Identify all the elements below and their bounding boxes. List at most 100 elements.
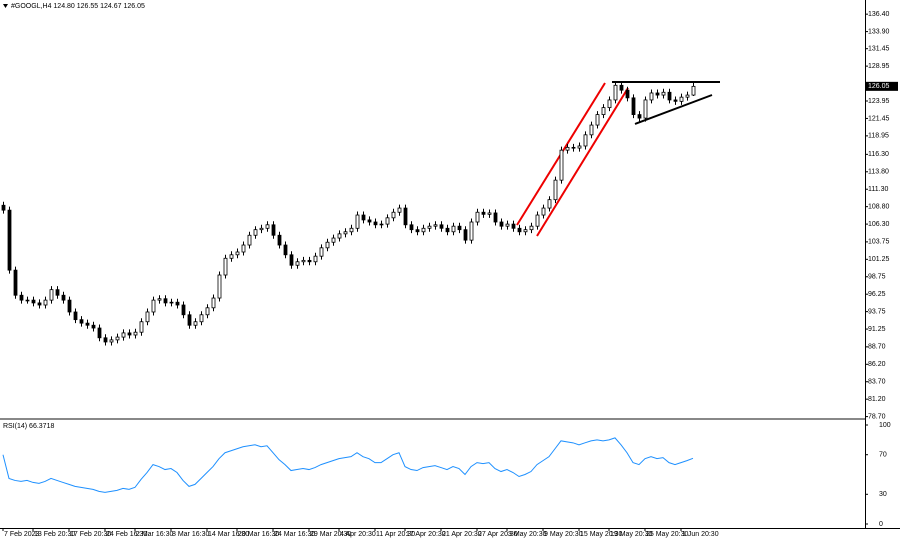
bull-candle [151, 299, 156, 313]
bull-candle [49, 289, 54, 301]
y-tick-label: 136.40 [868, 11, 890, 18]
bear-candle [655, 92, 660, 96]
x-tick-label: 29 Mar 20:30 [310, 531, 351, 538]
bull-candle [109, 339, 114, 343]
bull-candle [691, 85, 696, 96]
bull-candle [265, 224, 270, 229]
bull-candle [193, 321, 198, 326]
bear-candle [499, 221, 504, 227]
bull-candle [313, 255, 318, 263]
bull-candle [523, 229, 528, 233]
bull-candle [139, 321, 144, 333]
x-tick-label: 24 Feb 16:30 [106, 531, 147, 538]
bull-candle [397, 207, 402, 213]
bull-candle [349, 227, 354, 233]
y-tick-label: 88.70 [868, 344, 886, 351]
bear-candle [373, 221, 378, 226]
y-tick-label: 86.20 [868, 361, 886, 368]
y-tick-label: 81.20 [868, 396, 886, 403]
bull-candle [475, 211, 480, 223]
header-triangle [3, 4, 8, 8]
x-tick-label: 17 Apr 20:30 [406, 531, 446, 538]
bull-candle [355, 214, 360, 229]
bear-candle [85, 322, 90, 326]
bear-candle [631, 97, 636, 115]
channel-line [536, 87, 629, 237]
bull-candle [241, 244, 246, 253]
x-tick-label: 7 Feb 2023 [4, 531, 40, 538]
bear-candle [127, 332, 132, 336]
bear-candle [289, 254, 294, 266]
bull-candle [583, 134, 588, 147]
bull-candle [121, 332, 126, 338]
bear-candle [163, 298, 168, 304]
bull-candle [565, 146, 570, 151]
bull-candle [685, 94, 690, 98]
bear-candle [367, 219, 372, 223]
chart-header: #GOOGL,H4 124.80 126.55 124.67 126.05 [11, 3, 145, 10]
bear-candle [493, 212, 498, 223]
bear-candle [667, 91, 672, 101]
x-tick-label: 17 Feb 20:30 [70, 531, 111, 538]
bull-candle [229, 254, 234, 259]
bear-candle [283, 244, 288, 256]
bear-candle [73, 311, 78, 321]
bull-candle [223, 257, 228, 276]
bear-candle [13, 269, 18, 296]
bull-candle [295, 261, 300, 266]
bull-candle [427, 225, 432, 229]
bear-candle [457, 225, 462, 231]
bull-candle [613, 84, 618, 101]
x-tick-label: 14 Mar 16:30 [208, 531, 249, 538]
bear-candle [673, 99, 678, 102]
bull-candle [205, 307, 210, 316]
y-tick-label: 70 [879, 452, 887, 459]
y-tick-label: 96.25 [868, 291, 886, 298]
y-tick-label: 100 [879, 422, 891, 429]
bull-candle [559, 149, 564, 181]
rsi-line [2, 437, 694, 493]
x-tick-label: 2 Mar 16:30 [136, 531, 173, 538]
bull-candle [535, 214, 540, 227]
y-tick-label: 113.80 [868, 169, 889, 176]
bull-candle [661, 91, 666, 96]
bear-candle [463, 229, 468, 241]
y-tick-label: 133.90 [868, 28, 890, 35]
bull-candle [253, 229, 258, 236]
bear-candle [31, 299, 36, 304]
x-tick-label: 8 Mar 16:30 [172, 531, 209, 538]
bear-candle [481, 211, 486, 215]
bear-candle [97, 327, 102, 339]
y-tick-label: 101.25 [868, 256, 890, 263]
bear-candle [175, 301, 180, 306]
x-tick-label: 3 May 20:30 [508, 531, 547, 538]
bear-candle [19, 294, 24, 301]
bull-candle [589, 124, 594, 136]
x-tick-label: 25 May 20:30 [646, 531, 689, 538]
bear-candle [61, 294, 66, 301]
bear-candle [637, 114, 642, 119]
bull-candle [451, 225, 456, 233]
bull-candle [157, 298, 162, 301]
bear-candle [1, 204, 6, 211]
bull-candle [595, 114, 600, 126]
bear-candle [445, 227, 450, 233]
y-tick-label: 116.30 [868, 151, 889, 158]
bear-candle [55, 289, 60, 296]
bull-candle [469, 221, 474, 241]
bull-candle [25, 299, 30, 302]
bull-candle [391, 211, 396, 219]
bear-candle [67, 299, 72, 313]
y-tick-label: 78.70 [868, 413, 886, 420]
bull-candle [301, 259, 306, 263]
y-tick-label: 131.45 [868, 46, 890, 53]
bear-candle [619, 84, 624, 91]
y-tick-label: 0 [879, 521, 883, 528]
bear-candle [415, 229, 420, 233]
bull-candle [385, 217, 390, 225]
bull-candle [607, 99, 612, 109]
bull-candle [421, 227, 426, 233]
last-price-box [866, 81, 898, 91]
bull-candle [643, 99, 648, 119]
